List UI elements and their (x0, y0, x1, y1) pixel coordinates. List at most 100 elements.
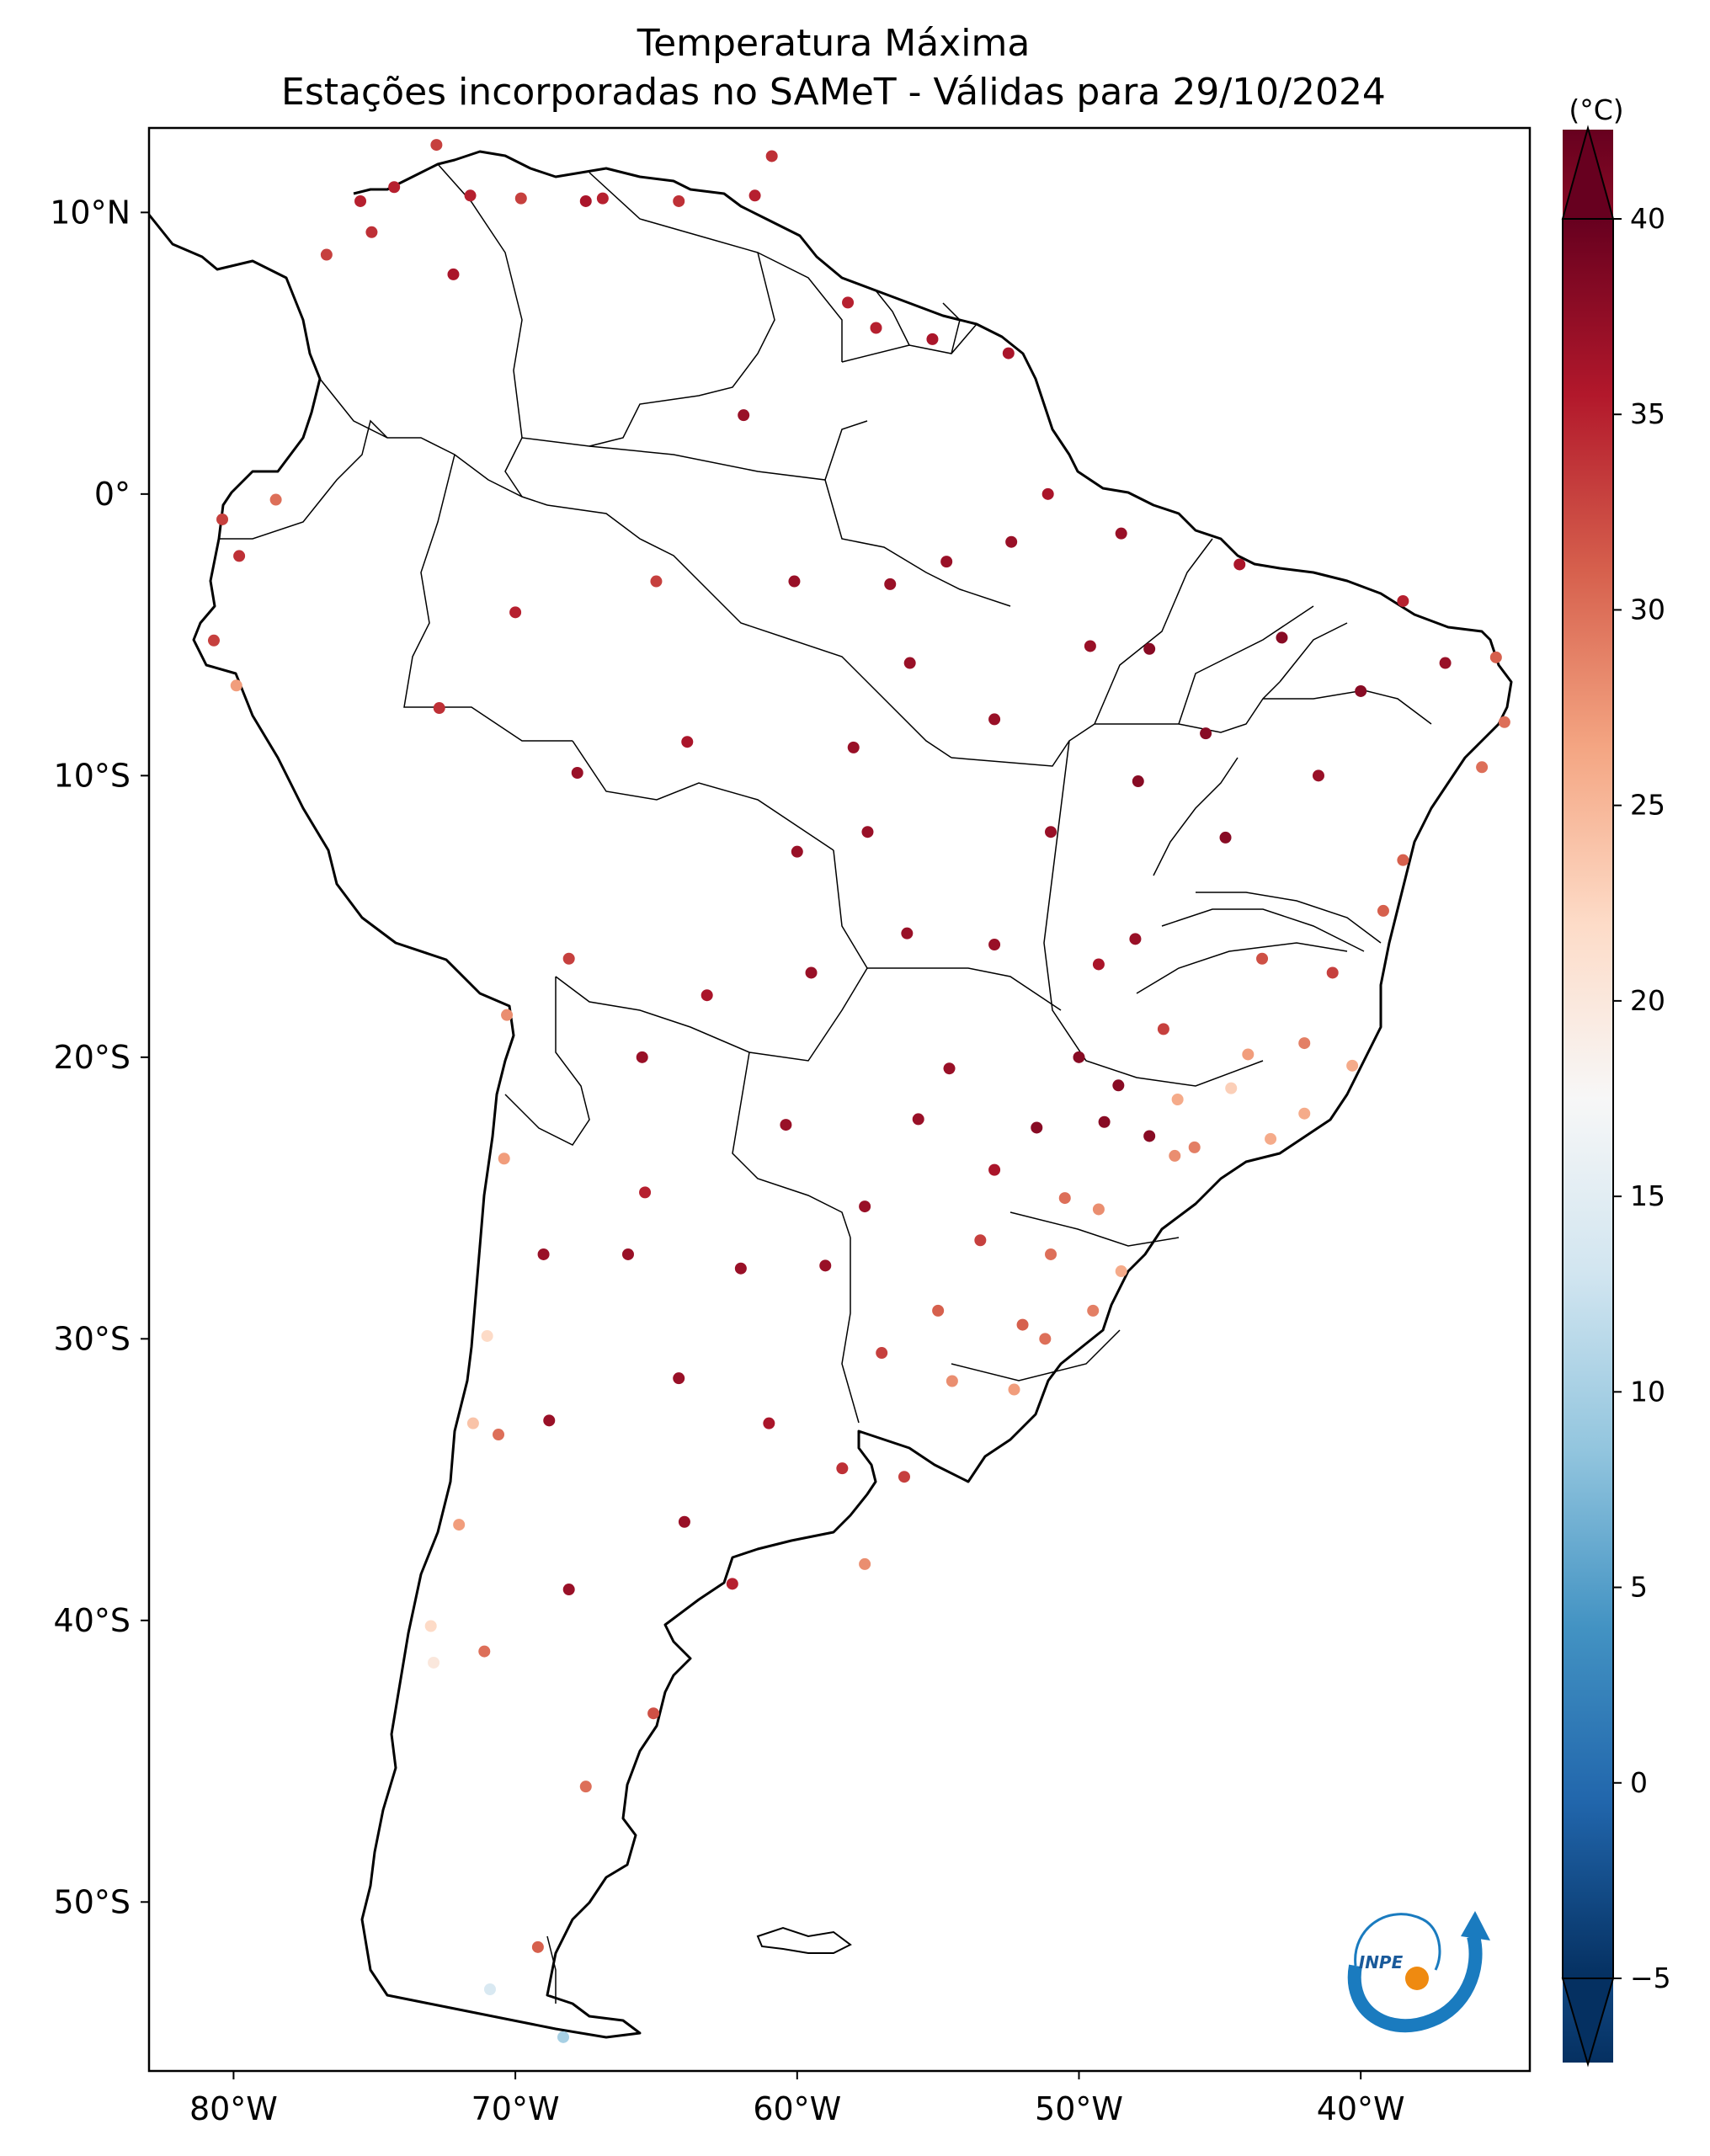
station-point (988, 713, 1001, 726)
station-point (1005, 535, 1018, 548)
station-point (493, 1429, 505, 1441)
inpe-logo-text: INPE (1359, 1952, 1404, 1972)
station-point (233, 550, 246, 562)
station-point (509, 606, 522, 619)
colorbar-tick-label: 10 (1630, 1375, 1665, 1408)
station-point (780, 1119, 792, 1131)
station-point (579, 1781, 592, 1793)
station-point (765, 150, 778, 162)
station-point (861, 826, 874, 838)
station-point (1355, 684, 1367, 697)
station-point (1233, 558, 1246, 571)
station-point (1129, 933, 1142, 945)
station-point (678, 1515, 690, 1528)
station-point (207, 634, 220, 647)
station-point (836, 1462, 849, 1475)
station-point (988, 939, 1001, 951)
inpe-logo-swoosh-icon (1347, 1935, 1483, 2033)
lon-tick-label: 70°W (471, 2090, 560, 2127)
station-point (464, 189, 477, 202)
station-point (1039, 1333, 1052, 1345)
station-point (1045, 1248, 1057, 1260)
south-america-coastline (149, 150, 1513, 2039)
station-point (1016, 1318, 1029, 1331)
station-point (1171, 1094, 1184, 1105)
station-point (1312, 769, 1324, 782)
station-point (579, 194, 592, 207)
station-point (763, 1417, 775, 1429)
station-point (433, 702, 445, 715)
station-point (354, 194, 367, 207)
station-point (1265, 1132, 1277, 1145)
station-point (940, 556, 953, 568)
station-point (1041, 487, 1054, 500)
lat-tick-label: 20°S (54, 1039, 131, 1076)
station-point (481, 1329, 493, 1342)
inpe-logo-sun-icon (1405, 1967, 1429, 1990)
colorbar-tick-label: 40 (1630, 202, 1665, 235)
station-point (650, 575, 663, 588)
colorbar-tick-label: 30 (1630, 593, 1665, 626)
station-point (1188, 1141, 1201, 1153)
map-title: Temperatura Máxima (637, 22, 1031, 65)
station-point (1002, 347, 1015, 359)
station-point (673, 194, 685, 207)
station-point (901, 927, 914, 940)
station-point (424, 1620, 437, 1632)
station-point (791, 845, 803, 858)
station-point (1045, 826, 1057, 838)
map-frame (147, 126, 1532, 2073)
station-point (988, 1163, 1001, 1176)
colorbar-unit: (°C) (1569, 93, 1623, 126)
station-point (673, 1372, 685, 1385)
station-point (1092, 1203, 1105, 1216)
station-point (974, 1234, 987, 1247)
lon-tick-label: 60°W (753, 2090, 841, 2127)
station-point (912, 1113, 924, 1126)
lat-tick-label: 30°S (54, 1320, 131, 1357)
station-point (1092, 958, 1105, 971)
station-point (636, 1051, 648, 1063)
station-point (903, 657, 916, 669)
station-point (1087, 1304, 1100, 1317)
station-point (1242, 1048, 1255, 1061)
station-point (1200, 727, 1212, 740)
lat-tick-label: 0° (94, 476, 131, 513)
station-point (1073, 1051, 1085, 1063)
inpe-logo: INPE (1347, 1911, 1490, 2033)
lon-tick-label: 50°W (1035, 2090, 1123, 2127)
station-point (537, 1248, 550, 1260)
station-point (478, 1645, 491, 1658)
station-point (748, 189, 761, 202)
station-point (884, 578, 897, 590)
station-point (1476, 761, 1489, 774)
station-point (842, 296, 855, 309)
station-point (1225, 1082, 1238, 1094)
station-point (738, 409, 750, 422)
station-point (1031, 1121, 1043, 1134)
station-point (1498, 716, 1510, 728)
station-point (388, 181, 401, 194)
station-point (1143, 1130, 1156, 1142)
station-point (621, 1248, 634, 1260)
station-point (430, 139, 443, 152)
colorbar-tick-label: 5 (1630, 1571, 1648, 1604)
lon-tick-label: 80°W (189, 2090, 278, 2127)
station-point (701, 989, 713, 1002)
station-point (1489, 651, 1502, 663)
station-point (453, 1519, 466, 1531)
inpe-logo-arrow-icon (1461, 1911, 1490, 1940)
colorbar-tick-label: 15 (1630, 1179, 1665, 1212)
station-point (498, 1153, 510, 1165)
station-point (216, 513, 229, 525)
lat-tick-label: 40°S (54, 1602, 131, 1639)
station-point (596, 192, 609, 205)
inpe-logo-orbit-icon (1354, 1913, 1441, 1971)
station-point (269, 493, 282, 506)
station-point (1112, 1079, 1125, 1092)
station-markers (207, 139, 1510, 2043)
colorbar-tick-label: 25 (1630, 789, 1665, 822)
station-point (876, 1347, 888, 1360)
station-point (788, 575, 801, 588)
station-point (932, 1304, 945, 1317)
